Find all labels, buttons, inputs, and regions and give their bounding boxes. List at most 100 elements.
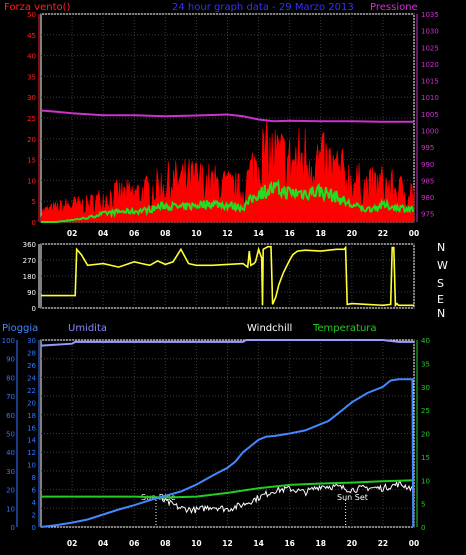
rain-y-tick-label: 30 [27,337,36,345]
wind-x-tick-label: 02 [67,229,77,238]
humidity-y-tick-label: 20 [6,487,15,495]
rain-y-tick-label: 16 [27,424,36,432]
pressure-y-tick-label: 995 [421,144,434,152]
wind-x-tick-label: 00 [409,229,419,238]
temperature-series [41,479,415,499]
rain-y-tick-label: 20 [27,399,36,407]
pressure-series [40,109,414,123]
compass-label-e: E [437,293,444,306]
wind-y-tick-label: 5 [32,198,36,206]
rain-y-tick-label: 2 [32,512,36,520]
direction-y-tick-label: 270 [23,257,36,265]
pressure-y-tick-label: 980 [421,194,434,202]
wind-title: Forza vento() [4,2,71,13]
rain-title: Pioggia [2,323,38,334]
compass-label-s: S [437,277,444,290]
rain-y-tick-label: 28 [27,349,36,357]
pressure-y-tick-label: 1035 [421,11,439,19]
pressure-y-tick-label: 1030 [421,28,439,36]
rain-y-tick-label: 26 [27,362,36,370]
rain-y-tick-label: 14 [27,437,36,445]
wind-y-tick-label: 25 [27,115,36,123]
humidity-y-tick-label: 70 [6,393,15,401]
pressure-y-tick-label: 985 [421,177,434,185]
rain-x-tick-label: 10 [191,539,201,548]
wind-y-tick-label: 0 [32,219,36,227]
temperature-y-tick-label: 0 [421,524,425,532]
wind-y-tick-label: 50 [27,11,36,19]
rain-y-tick-label: 22 [27,387,36,395]
rain-y-tick-label: 12 [27,449,36,457]
wind-x-tick-label: 08 [160,229,170,238]
humidity-y-tick-label: 90 [6,356,15,364]
rain-y-tick-label: 18 [27,412,36,420]
wind-x-tick-label: 12 [222,229,232,238]
direction-y-tick-label: 180 [23,273,36,281]
wind-x-tick-label: 16 [284,229,294,238]
rain-x-tick-label: 00 [409,539,419,548]
temperature-y-tick-label: 35 [421,360,430,368]
wind-y-tick-label: 30 [27,94,36,102]
rain-y-tick-label: 4 [32,499,37,507]
direction-y-tick-label: 90 [27,289,36,297]
humidity-title: Umidita [68,323,107,334]
pressure-y-tick-label: 1000 [421,127,439,135]
wind-y-tick-label: 45 [27,32,36,40]
compass-label-n-top: N [437,241,445,254]
temperature-y-tick-label: 30 [421,384,430,392]
rain-x-tick-label: 02 [67,539,77,548]
humidity-y-tick-label: 0 [11,524,15,532]
rain-y-tick-label: 0 [32,524,36,532]
rain-x-tick-label: 04 [98,539,108,548]
windchill-title: Windchill [247,323,292,334]
rain-y-tick-label: 24 [27,374,36,382]
rain-x-tick-label: 22 [378,539,388,548]
humidity-y-tick-label: 30 [6,468,15,476]
pressure-title: Pressione [370,2,418,13]
humidity-y-tick-label: 80 [6,374,15,382]
pressure-y-tick-label: 1020 [421,61,439,69]
compass-label-w: W [437,259,448,272]
temperature-y-tick-label: 15 [421,454,430,462]
pressure-y-tick-label: 1010 [421,94,439,102]
pressure-y-tick-label: 1025 [421,44,439,52]
humidity-series [40,339,414,347]
wind-x-tick-label: 22 [378,229,388,238]
pressure-y-tick-label: 975 [421,211,434,219]
humidity-y-tick-label: 100 [2,337,15,345]
sunset-label: Sun Set [337,493,368,502]
direction-y-tick-label: 360 [23,241,36,249]
temperature-y-tick-label: 10 [421,477,430,485]
direction-y-tick-label: 0 [32,305,36,313]
wind-y-tick-label: 15 [27,157,36,165]
wind-y-tick-label: 40 [27,53,36,61]
rain-x-tick-label: 20 [347,539,357,548]
wind-x-tick-label: 14 [253,229,263,238]
wind-gust-series [40,119,415,223]
chart-subtitle: 24 hour graph data - 29 Marzo 2013 [172,2,354,13]
wind-y-tick-label: 10 [27,177,36,185]
humidity-y-tick-label: 50 [6,431,15,439]
wind-x-tick-label: 04 [98,229,108,238]
rain-x-tick-label: 08 [160,539,170,548]
rain-x-tick-label: 12 [222,539,232,548]
wind-x-tick-label: 10 [191,229,201,238]
wind-x-tick-label: 18 [316,229,326,238]
wind-x-tick-label: 20 [347,229,357,238]
compass-label-n-bottom: N [437,307,445,320]
rain-x-tick-label: 14 [253,539,263,548]
rain-y-tick-label: 6 [32,487,37,495]
wind-direction-series [41,245,414,308]
rain-x-tick-label: 06 [129,539,139,548]
rain-series [40,378,415,528]
wind-average-series [41,178,415,223]
pressure-y-tick-label: 1015 [421,78,439,86]
temperature-title: Temperatura [312,323,377,334]
humidity-y-tick-label: 40 [6,449,15,457]
pressure-y-tick-label: 990 [421,161,434,169]
wind-x-tick-label: 06 [129,229,139,238]
wind-y-tick-label: 35 [27,73,36,81]
temperature-y-tick-label: 20 [421,431,430,439]
pressure-y-tick-label: 1005 [421,111,439,119]
